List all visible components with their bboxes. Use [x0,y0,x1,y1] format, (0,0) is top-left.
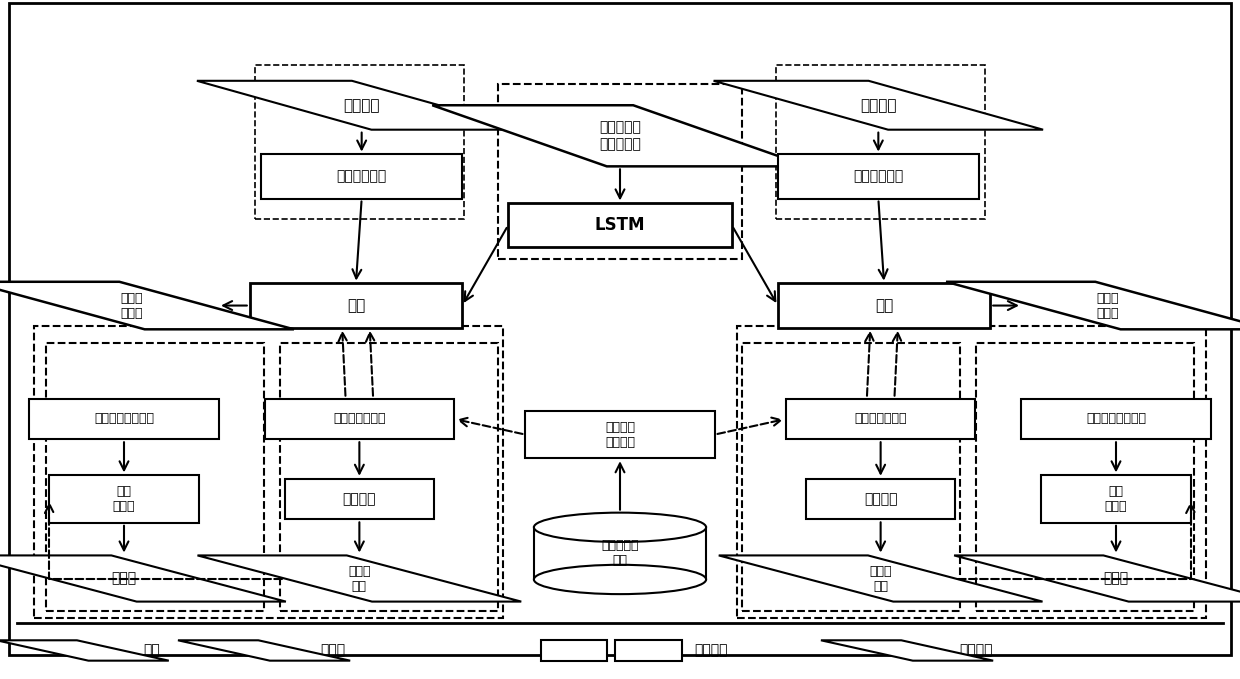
Polygon shape [179,640,350,661]
Polygon shape [0,282,294,329]
Text: 流出
门矩阵: 流出 门矩阵 [1105,485,1127,513]
Ellipse shape [534,513,706,542]
Text: 所有站点
向量表达: 所有站点 向量表达 [605,420,635,449]
Text: 流入量
预测值: 流入量 预测值 [120,291,144,320]
FancyBboxPatch shape [1022,399,1210,439]
Text: 流入量: 流入量 [1104,572,1128,585]
Text: 融合: 融合 [875,298,893,313]
FancyBboxPatch shape [534,528,706,579]
Text: 流出量: 流出量 [112,572,136,585]
FancyBboxPatch shape [50,475,198,523]
Text: 单层神经网络: 单层神经网络 [853,170,904,183]
Polygon shape [946,282,1240,329]
Text: 单层神经网络: 单层神经网络 [336,170,387,183]
Text: 权重向量: 权重向量 [864,492,898,506]
FancyBboxPatch shape [285,479,434,519]
Text: 站点间流通量建模: 站点间流通量建模 [1086,412,1146,426]
Polygon shape [954,555,1240,602]
Text: 上下文环境表达: 上下文环境表达 [334,412,386,426]
FancyBboxPatch shape [615,640,682,661]
FancyBboxPatch shape [30,399,218,439]
Text: LSTM: LSTM [595,217,645,234]
FancyBboxPatch shape [1042,475,1190,523]
FancyBboxPatch shape [786,399,976,439]
FancyBboxPatch shape [508,203,732,247]
Text: 流入
门矩阵: 流入 门矩阵 [113,485,135,513]
Text: 权重向量: 权重向量 [342,492,376,506]
Text: 中间量: 中间量 [320,644,346,657]
Polygon shape [197,555,521,602]
Text: 外部因素: 外部因素 [861,98,897,113]
Polygon shape [0,640,169,661]
Polygon shape [713,81,1043,130]
Text: 在线操作: 在线操作 [694,644,728,657]
FancyBboxPatch shape [264,399,454,439]
Text: 输入: 输入 [143,644,160,657]
Text: 上下文环境表达: 上下文环境表达 [854,412,906,426]
Text: 外部因素: 外部因素 [343,98,379,113]
Text: 流出量
预测值: 流出量 预测值 [1096,291,1120,320]
FancyBboxPatch shape [806,479,955,519]
Text: 流通量
矩阵: 流通量 矩阵 [348,564,371,593]
FancyBboxPatch shape [262,154,463,198]
Ellipse shape [534,565,706,594]
Polygon shape [433,105,807,166]
Text: 前几个时间
段站点流量: 前几个时间 段站点流量 [599,121,641,151]
Polygon shape [719,555,1043,602]
Text: 融合: 融合 [347,298,365,313]
FancyBboxPatch shape [541,640,608,661]
Polygon shape [197,81,527,130]
FancyBboxPatch shape [777,154,978,198]
FancyBboxPatch shape [249,284,463,327]
Polygon shape [0,555,286,602]
Text: 历史流通量
数据: 历史流通量 数据 [601,539,639,568]
FancyBboxPatch shape [526,411,714,458]
FancyBboxPatch shape [9,3,1231,655]
FancyBboxPatch shape [777,284,991,327]
Polygon shape [821,640,993,661]
Text: 流通量
矩阵: 流通量 矩阵 [869,564,892,593]
Text: 站点间流通量建模: 站点间流通量建模 [94,412,154,426]
Text: 离线操作: 离线操作 [960,644,993,657]
